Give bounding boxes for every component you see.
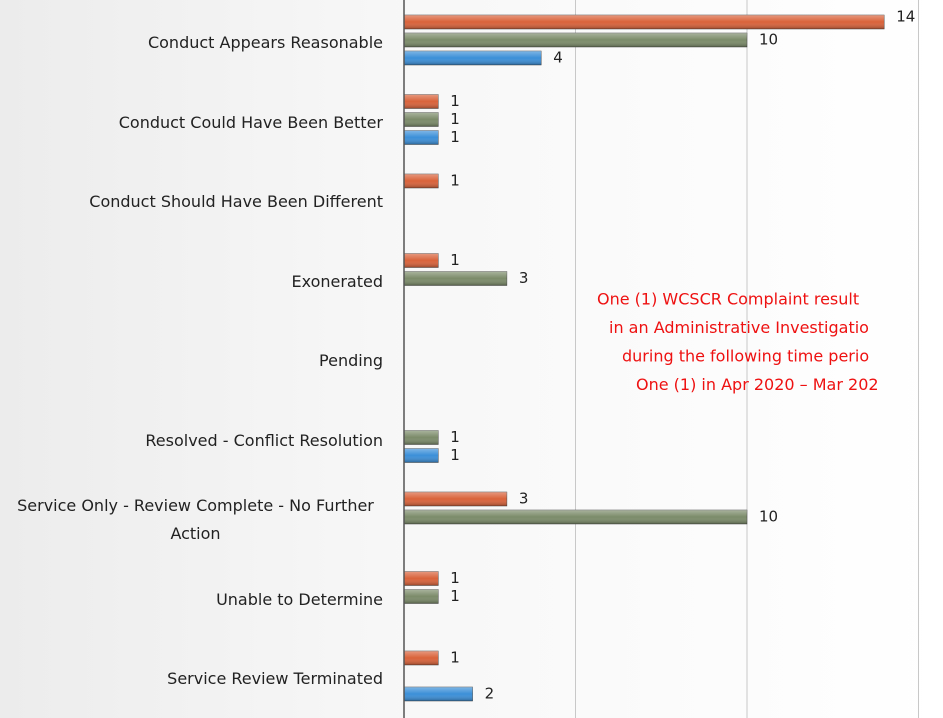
bar-shade <box>404 51 542 65</box>
annotation: in an Administrative Investigatio <box>609 318 869 337</box>
y-tick-label: Service Only - Review Complete - No Furt… <box>0 490 383 550</box>
bar-shade <box>404 589 439 604</box>
bar-shade <box>404 510 747 524</box>
value-label: 3 <box>519 490 529 508</box>
value-label: 14 <box>896 8 915 26</box>
annotation: One (1) in Apr 2020 – Mar 202 <box>636 375 879 394</box>
value-label: 1 <box>450 128 460 146</box>
bar-shade <box>404 492 507 506</box>
y-tick-label: Pending <box>0 331 383 391</box>
annotation: One (1) WCSCR Complaint result <box>597 290 859 309</box>
category-text: Exonerated <box>291 271 383 291</box>
bar-shade <box>404 448 439 463</box>
bar-shade <box>404 130 439 145</box>
y-tick-label: Conduct Should Have Been Different <box>0 172 383 232</box>
category-text: Resolved - Conflict Resolution <box>145 430 383 450</box>
value-label: 10 <box>759 508 778 526</box>
value-label: 1 <box>450 446 460 464</box>
bar-shade <box>404 271 507 286</box>
value-label: 1 <box>450 92 460 110</box>
value-label: 1 <box>450 172 460 190</box>
y-tick-label: Unable to Determine <box>0 570 383 630</box>
bar-shade <box>404 687 473 701</box>
bar-shade <box>404 174 439 188</box>
category-text: Conduct Could Have Been Better <box>118 112 383 132</box>
category-text: Pending <box>319 351 383 370</box>
category-text: Service Only - Review Complete - No Furt… <box>17 496 374 543</box>
bar-shade <box>404 15 885 29</box>
category-text: Conduct Appears Reasonable <box>147 33 383 52</box>
bar-shade <box>404 94 439 109</box>
y-tick-label: Service Review Terminated <box>0 649 383 709</box>
annotation: during the following time perio <box>622 347 869 366</box>
value-label: 1 <box>450 110 460 128</box>
bar-shade <box>404 571 439 586</box>
value-label: 1 <box>450 649 460 667</box>
category-text: Service Review Terminated <box>167 669 383 688</box>
bar-shade <box>404 651 439 665</box>
value-label: 3 <box>519 269 529 287</box>
y-tick-label: Exonerated <box>0 252 383 312</box>
category-text: Unable to Determine <box>216 589 383 609</box>
value-label: 4 <box>553 49 563 67</box>
category-text: Conduct Should Have Been Different <box>89 192 383 211</box>
y-tick-label: Resolved - Conflict Resolution <box>0 411 383 471</box>
value-label: 1 <box>450 428 460 446</box>
value-label: 1 <box>450 587 460 605</box>
bar-shade <box>404 112 439 127</box>
bar-shade <box>404 33 747 47</box>
value-label: 1 <box>450 251 460 269</box>
value-label: 2 <box>485 685 495 703</box>
value-label: 1 <box>450 569 460 587</box>
y-tick-label: Conduct Could Have Been Better <box>0 93 383 153</box>
bar-shade <box>404 430 439 445</box>
value-label: 10 <box>759 31 778 49</box>
bar-shade <box>404 253 439 268</box>
y-tick-label: Conduct Appears Reasonable <box>0 13 383 73</box>
